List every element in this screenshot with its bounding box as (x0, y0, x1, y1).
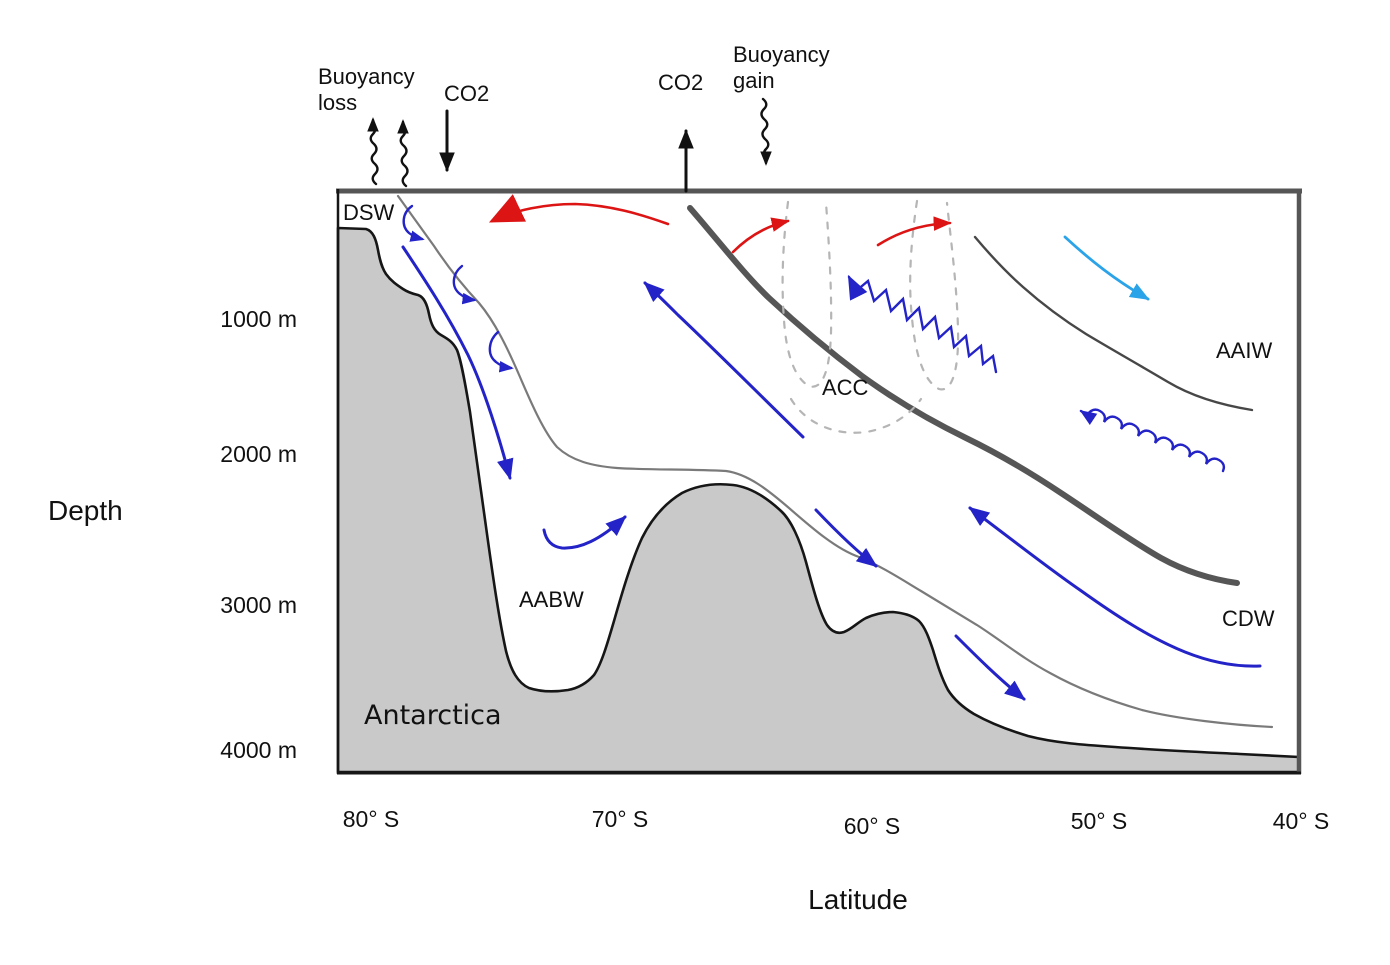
cdw-inflow-arrow (968, 506, 1262, 668)
latitude-axis-title: Latitude (808, 884, 908, 915)
co2-uptake-label: CO2 (444, 81, 490, 106)
inter-ridge-downslope-arrow (814, 508, 878, 568)
aaiw-eddy-wavy-arrow (1079, 408, 1226, 473)
latitude-tick-60s: 60° S (843, 813, 901, 839)
eddy-cell-dashed-1 (781, 200, 833, 388)
aaiw-label: AAIW (1216, 338, 1273, 363)
buoyancy-loss-label: Buoyancy loss (318, 64, 415, 116)
co2-outgassing-label: CO2 (658, 70, 704, 95)
dsw-sinking-arrow (401, 245, 514, 481)
latitude-tick-40s: 40° S (1272, 808, 1330, 834)
depth-axis-title: Depth (48, 495, 123, 526)
aaiw-boundary-line (973, 235, 1254, 412)
depth-tick-3000m: 3000 m (220, 592, 297, 618)
eddy-cell-dashed-outer (789, 397, 923, 434)
aabw-basin-arrow (542, 515, 627, 550)
depth-tick-1000m: 1000 m (220, 306, 297, 332)
buoyancy-loss-wavy-arrow-2 (397, 119, 409, 188)
depth-tick-4000m: 4000 m (220, 737, 297, 763)
antarctica-label: Antarctica (364, 700, 502, 731)
surface-eastward-red-arrow-2 (876, 216, 952, 247)
latitude-tick-50s: 50° S (1070, 808, 1128, 834)
buoyancy-gain-wavy-arrow (760, 97, 772, 166)
acc-eddy-zigzag-arrow (847, 274, 998, 374)
latitude-tick-80s: 80° S (342, 806, 400, 832)
entrainment-hook-arrow-2 (452, 264, 477, 305)
entrainment-hook-arrow-3 (488, 330, 514, 373)
acc-label: ACC (822, 375, 869, 400)
antarctica-landmass (336, 226, 1301, 774)
abyssal-downslope-arrow (954, 634, 1026, 701)
upwelling-arrow (643, 281, 805, 439)
latitude-tick-70s: 70° S (591, 806, 649, 832)
entrainment-hook-arrow-1 (402, 204, 425, 242)
eddy-cell-dashed-2 (909, 199, 960, 391)
shelf-aabw-boundary-line (396, 194, 1274, 729)
depth-tick-2000m: 2000 m (220, 441, 297, 467)
aaiw-subduction-arrow (1063, 235, 1150, 301)
cdw-label: CDW (1222, 606, 1275, 631)
buoyancy-loss-wavy-arrow-1 (367, 117, 379, 186)
acc-front-line (687, 205, 1240, 586)
surface-eastward-red-arrow-1 (731, 217, 790, 254)
surface-westward-red-arrow (488, 194, 670, 226)
aabw-label: AABW (519, 587, 584, 612)
dsw-label: DSW (343, 200, 395, 225)
buoyancy-gain-label: Buoyancy gain (733, 42, 830, 94)
